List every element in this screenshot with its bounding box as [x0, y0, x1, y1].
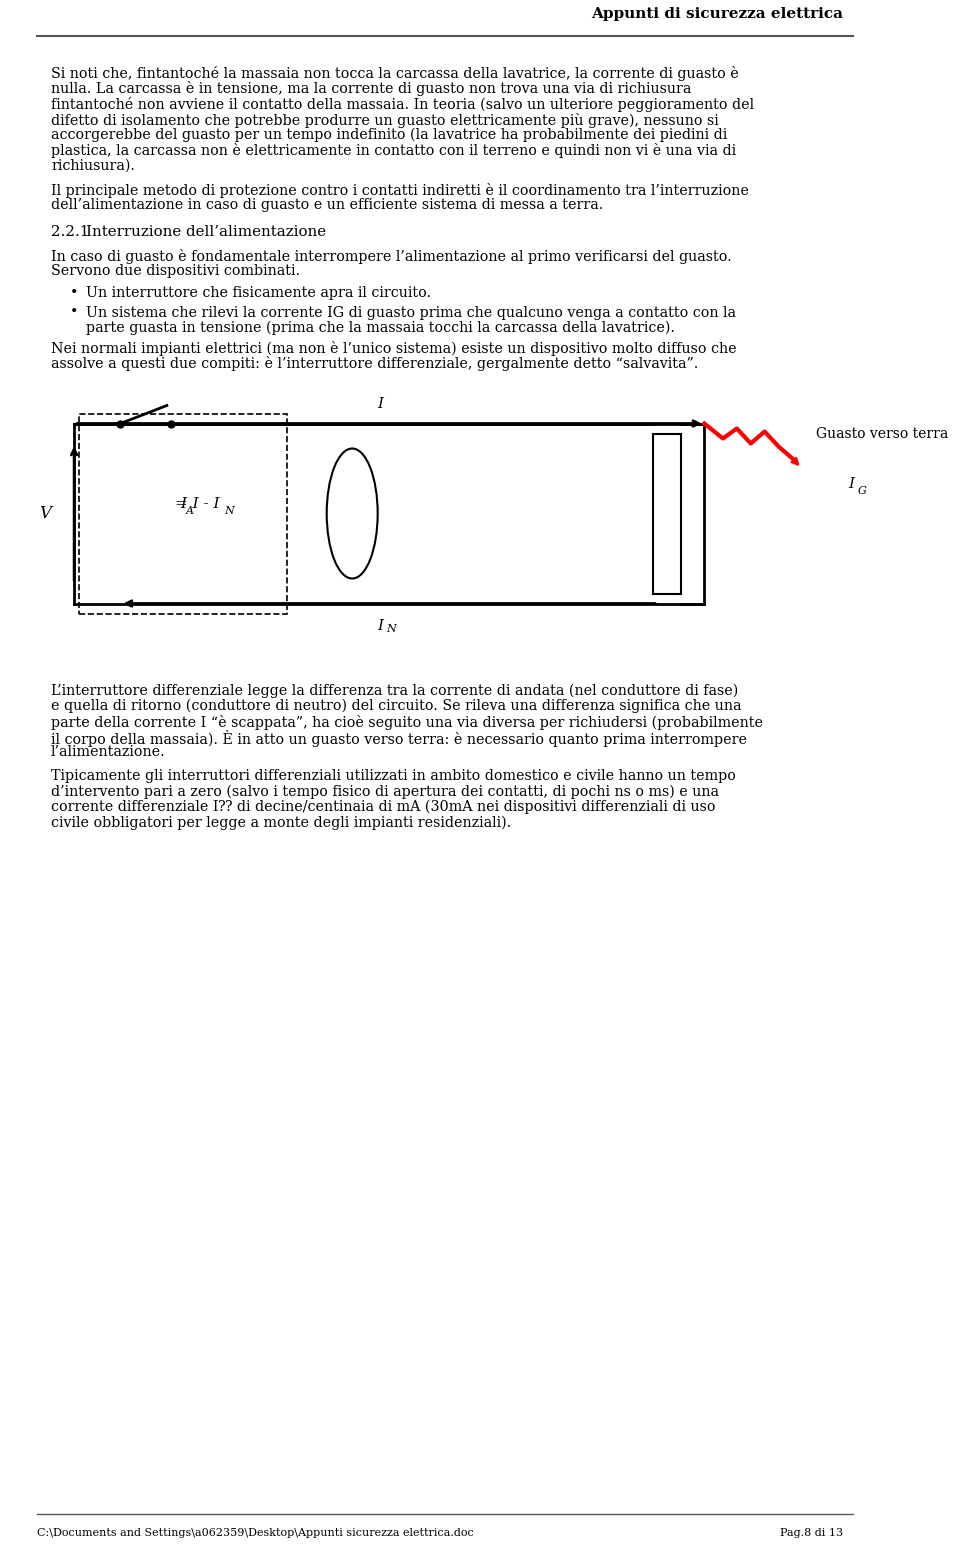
Text: civile obbligatori per legge a monte degli impianti residenziali).: civile obbligatori per legge a monte deg… [51, 816, 512, 830]
Text: e quella di ritorno (conduttore di neutro) del circuito. Se rileva una differenz: e quella di ritorno (conduttore di neutr… [51, 698, 741, 714]
Text: A: A [185, 506, 194, 515]
Text: dell’alimentazione in caso di guasto e un efficiente sistema di messa a terra.: dell’alimentazione in caso di guasto e u… [51, 197, 603, 211]
Text: Un sistema che rilevi la corrente IG di guasto prima che qualcuno venga a contat: Un sistema che rilevi la corrente IG di … [86, 305, 736, 319]
Text: = I - I: = I - I [175, 496, 219, 511]
Text: nulla. La carcassa è in tensione, ma la corrente di guasto non trova una via di : nulla. La carcassa è in tensione, ma la … [51, 81, 691, 97]
Text: accorgerebbe del guasto per un tempo indefinito (la lavatrice ha probabilmente d: accorgerebbe del guasto per un tempo ind… [51, 128, 728, 143]
Text: G: G [857, 485, 866, 495]
Text: V: V [39, 504, 51, 521]
Text: •: • [69, 305, 78, 319]
Text: C:\Documents and Settings\a062359\Desktop\Appunti sicurezza elettrica.doc: C:\Documents and Settings\a062359\Deskto… [37, 1528, 474, 1538]
Text: parte guasta in tensione (prima che la massaia tocchi la carcassa della lavatric: parte guasta in tensione (prima che la m… [86, 321, 675, 335]
Text: Interruzione dell’alimentazione: Interruzione dell’alimentazione [86, 226, 326, 240]
Text: 2.2.1: 2.2.1 [51, 226, 89, 240]
Text: fintantoché non avviene il contatto della massaia. In teoria (salvo un ulteriore: fintantoché non avviene il contatto dell… [51, 97, 755, 113]
Text: Guasto verso terra: Guasto verso terra [816, 426, 948, 440]
Text: I: I [848, 476, 854, 490]
Bar [654, 434, 682, 594]
Text: d’intervento pari a zero (salvo i tempo fisico di apertura dei contatti, di poch: d’intervento pari a zero (salvo i tempo … [51, 785, 719, 799]
Text: •: • [69, 287, 78, 301]
Text: Si noti che, fintantoché la massaia non tocca la carcassa della lavatrice, la co: Si noti che, fintantoché la massaia non … [51, 66, 739, 81]
Text: assolve a questi due compiti: è l’interruttore differenziale, gergalmente detto : assolve a questi due compiti: è l’interr… [51, 355, 698, 371]
Text: il corpo della massaia). È in atto un guasto verso terra: è necessario quanto pr: il corpo della massaia). È in atto un gu… [51, 730, 747, 747]
Text: difetto di isolamento che potrebbe produrre un guasto elettricamente più grave),: difetto di isolamento che potrebbe produ… [51, 113, 719, 127]
Text: l’alimentazione.: l’alimentazione. [51, 745, 166, 760]
Text: N: N [386, 623, 396, 634]
Text: Un interruttore che fisicamente apra il circuito.: Un interruttore che fisicamente apra il … [86, 287, 431, 301]
Text: I: I [180, 496, 186, 511]
Text: Nei normali impianti elettrici (ma non è l’unico sistema) esiste un dispositivo : Nei normali impianti elettrici (ma non è… [51, 340, 736, 355]
Text: Tipicamente gli interruttori differenziali utilizzati in ambito domestico e civi: Tipicamente gli interruttori differenzia… [51, 769, 736, 783]
Text: I: I [377, 619, 383, 633]
Text: parte della corrente I “è scappata”, ha cioè seguito una via diversa per richiud: parte della corrente I “è scappata”, ha … [51, 714, 763, 730]
Text: In caso di guasto è fondamentale interrompere l’alimentazione al primo verificar: In caso di guasto è fondamentale interro… [51, 249, 732, 265]
Text: richiusura).: richiusura). [51, 160, 135, 172]
Text: Pag.8 di 13: Pag.8 di 13 [780, 1528, 844, 1538]
Text: Servono due dispositivi combinati.: Servono due dispositivi combinati. [51, 265, 300, 279]
Text: Appunti di sicurezza elettrica: Appunti di sicurezza elettrica [591, 6, 844, 20]
Text: Il principale metodo di protezione contro i contatti indiretti è il coordinament: Il principale metodo di protezione contr… [51, 183, 749, 197]
Text: corrente differenziale I⁇ di decine/centinaia di mA (30mA nei dispositivi differ: corrente differenziale I⁇ di decine/cent… [51, 800, 715, 814]
Text: I: I [377, 398, 383, 412]
Text: plastica, la carcassa non è elettricamente in contatto con il terreno e quindi n: plastica, la carcassa non è elettricamen… [51, 144, 736, 158]
Bar [79, 413, 287, 614]
Text: L’interruttore differenziale legge la differenza tra la corrente di andata (nel : L’interruttore differenziale legge la di… [51, 683, 738, 698]
Text: N: N [225, 506, 234, 515]
